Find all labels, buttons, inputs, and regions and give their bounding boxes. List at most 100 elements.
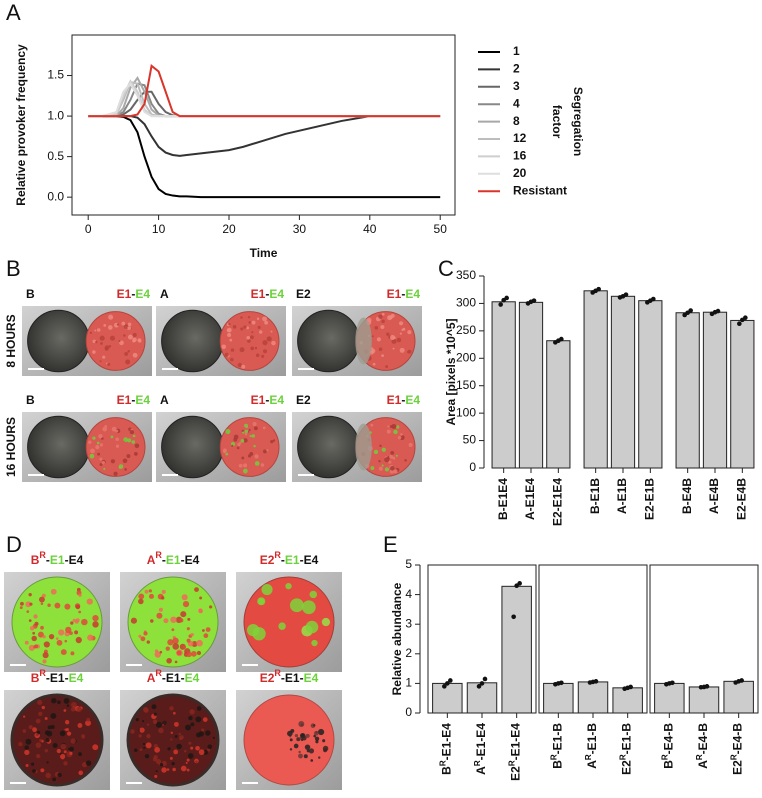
provoker-colony [27,415,90,479]
texture-spot [266,336,272,342]
texture-spot [143,746,146,749]
legend-label: 2 [513,62,520,76]
texture-spot [86,717,91,722]
texture-spot [28,644,35,651]
texture-spot [184,750,187,753]
texture-spot [261,354,265,358]
texture-spot [171,761,175,766]
texture-spot [140,636,146,642]
texture-spot [311,639,318,647]
label-superscript: R [438,760,447,766]
pair-part: - [401,393,405,407]
label-part: -E1-E4 [474,723,488,761]
texture-spot [169,756,173,760]
texture-spot [244,423,249,428]
label-part: -E1-B [551,723,565,755]
texture-spot [45,738,50,743]
texture-spot [95,445,100,450]
texture-spot [110,459,115,464]
x-tick-label: AR-E1-B [584,723,600,769]
texture-spot [70,702,77,708]
texture-spot [226,328,230,332]
texture-spot [63,698,70,704]
y-tick-label: 0.0 [47,189,64,203]
micrograph [236,572,342,672]
x-axis-label: Time [250,246,278,260]
micrograph [22,306,152,376]
texture-spot [42,659,47,664]
texture-spot [70,651,75,656]
bar [501,585,532,714]
label-part: E2 [731,760,745,775]
label-part: E2 [260,553,275,567]
texture-spot [150,619,154,623]
texture-spot [59,753,66,760]
texture-spot [240,327,244,331]
bar [466,682,498,714]
texture-spot [130,617,137,624]
texture-spot [92,621,99,628]
pair-part: E1 [117,287,132,301]
texture-spot [63,709,67,712]
texture-spot [52,743,58,748]
texture-spot [186,758,190,762]
texture-spot [390,450,395,455]
label-superscript: R [618,754,627,760]
texture-spot [209,605,213,609]
texture-spot [305,620,319,634]
pair-part: E4 [135,393,150,407]
texture-spot [102,426,108,432]
texture-spot [371,335,374,338]
pair-part: - [131,287,135,301]
texture-spot [66,731,72,736]
strain-label: E2R-E1-E4 [260,550,319,567]
texture-spot [39,596,45,603]
texture-spot [298,753,303,759]
pair-part: E1 [387,393,402,407]
label-part: -E4-B [696,723,710,755]
texture-spot [289,598,304,613]
pair-label: E1-E4 [117,393,151,407]
texture-spot [390,466,395,471]
replicate-point [559,336,564,342]
texture-spot [250,346,255,351]
bar [638,300,663,469]
texture-spot [131,440,136,444]
texture-spot [254,454,259,459]
label-part: - [281,553,285,567]
texture-spot [47,603,51,607]
texture-spot [303,754,308,759]
label-superscript: R [155,668,162,678]
texture-spot [198,731,204,737]
texture-spot [99,360,102,363]
texture-spot [395,454,398,457]
texture-spot [64,728,67,731]
texture-spot [78,752,82,757]
replicate-point [743,315,748,320]
texture-spot [65,727,69,732]
label-part: E1 [166,671,181,685]
texture-spot [137,338,142,343]
texture-spot [158,607,163,612]
texture-spot [42,635,46,639]
texture-spot [231,444,234,447]
label-part: -E1-B [620,723,634,755]
texture-spot [66,704,70,707]
replicate-point [445,681,450,686]
texture-spot [271,340,276,346]
texture-spot [315,740,319,744]
texture-spot [108,325,113,330]
texture-spot [186,651,192,658]
texture-spot [162,723,165,726]
texture-spot [74,630,79,635]
texture-spot [138,598,144,605]
replicate-point [517,581,522,586]
texture-spot [44,749,48,753]
texture-spot [130,729,135,734]
texture-spot [54,602,61,609]
texture-spot [25,601,32,608]
texture-spot [143,707,149,713]
texture-spot [172,643,180,650]
label-part: -E1-E4 [509,723,523,761]
